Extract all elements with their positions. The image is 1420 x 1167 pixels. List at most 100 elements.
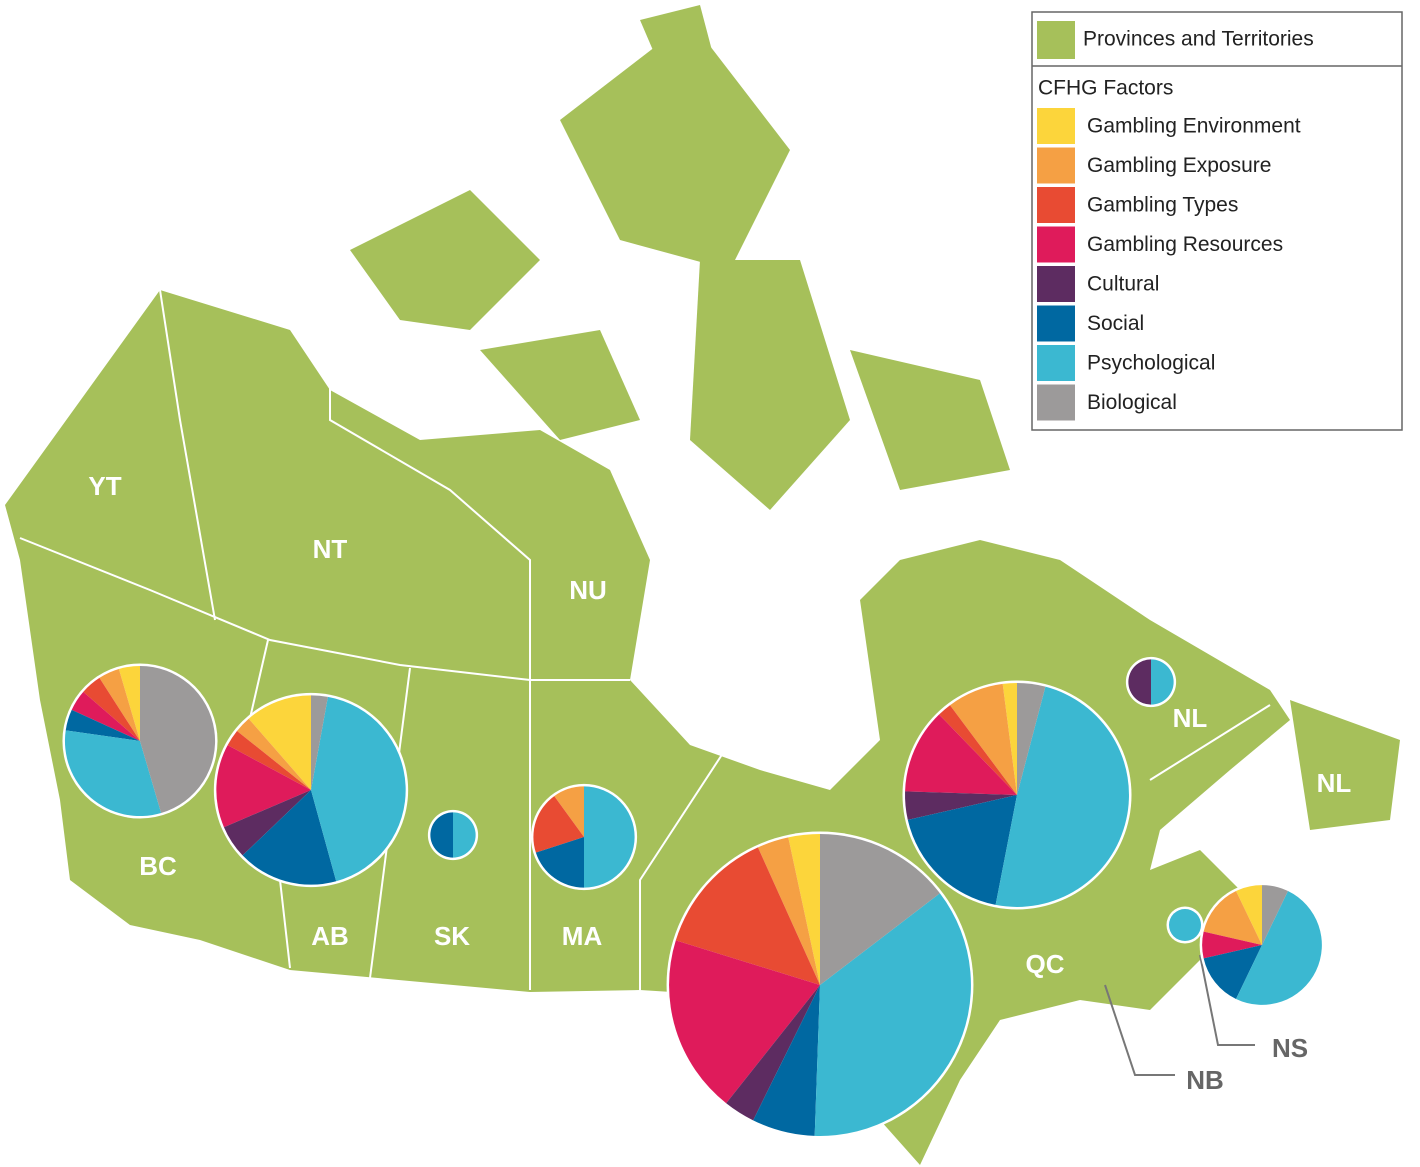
region-label: MA — [562, 921, 603, 951]
pie-slice — [535, 837, 584, 888]
region-label: QC — [1026, 949, 1065, 979]
pie-slice — [1151, 659, 1174, 705]
pie — [666, 831, 974, 1139]
pie-slice — [83, 677, 140, 741]
region-label: AB — [311, 921, 349, 951]
island — [560, 20, 790, 270]
border — [19, 537, 630, 681]
pie-slice — [753, 985, 820, 1136]
pie-slice — [71, 691, 140, 741]
legend-swatch — [1037, 226, 1075, 263]
pie-slice — [1236, 891, 1322, 1005]
legend-swatch — [1037, 187, 1075, 223]
border — [639, 749, 726, 990]
pie-slice — [1202, 931, 1262, 959]
pie-slice — [1203, 945, 1262, 999]
legend-label: Gambling Exposure — [1087, 154, 1271, 177]
pie-slice — [995, 686, 1129, 907]
legend-label: Social — [1087, 312, 1144, 335]
region-label: NT — [313, 534, 348, 564]
pie-slice — [905, 714, 1017, 795]
region-label: ON — [977, 1043, 1016, 1073]
pie-slice — [905, 791, 1017, 820]
pie-slice — [236, 718, 311, 790]
pie-slice — [1203, 891, 1262, 945]
pie-slice — [65, 709, 140, 741]
island — [1290, 700, 1400, 830]
pie-slice — [675, 847, 820, 985]
pie — [427, 809, 479, 861]
pie — [902, 680, 1132, 910]
region-label: YT — [88, 471, 121, 501]
legend-swatch — [1037, 266, 1075, 302]
legend-swatch — [1037, 345, 1075, 381]
pie — [213, 692, 409, 888]
pie-slice — [939, 705, 1017, 795]
legend-label: Provinces and Territories — [1083, 28, 1314, 51]
pie-slice — [1236, 885, 1262, 945]
pie-slice — [1262, 885, 1288, 945]
region-label: NL — [1317, 768, 1352, 798]
island — [850, 350, 1010, 490]
legend-swatch — [1037, 305, 1075, 342]
legend: CFHG Factors Provinces and Territories Ga… — [1031, 11, 1403, 431]
pie — [1199, 882, 1325, 1008]
pie-slice — [726, 985, 820, 1121]
legend-label: Gambling Environment — [1087, 115, 1301, 138]
legend-label: Gambling Resources — [1087, 233, 1283, 256]
pie-slice — [99, 668, 140, 741]
legend-swatch — [1037, 147, 1075, 184]
pie-slice — [118, 665, 140, 741]
legend-swatch — [1037, 21, 1075, 59]
pie-slice — [788, 834, 820, 985]
legend-label: Gambling Types — [1087, 194, 1238, 217]
leader-line — [1199, 954, 1255, 1046]
pie-slice — [950, 683, 1017, 795]
pie-slice — [242, 790, 337, 885]
pie — [530, 783, 638, 891]
region-label: BC — [139, 851, 177, 881]
island — [480, 330, 640, 440]
border — [1149, 704, 1271, 781]
pie-slice — [554, 786, 584, 837]
pie-slice — [907, 795, 1017, 905]
region-label: NU — [569, 575, 607, 605]
pie-slice — [430, 812, 453, 858]
pie — [62, 663, 218, 819]
pie-slice — [140, 665, 216, 814]
island — [350, 190, 540, 330]
pie-slice — [216, 745, 311, 828]
pie-slice — [820, 834, 940, 985]
pie-slice — [223, 790, 311, 856]
pie-slice — [1002, 683, 1017, 795]
pie-slice — [533, 796, 584, 853]
legend-title: CFHG Factors — [1038, 77, 1173, 100]
pie-slice — [669, 940, 820, 1104]
pie-slice — [453, 812, 476, 858]
legend-label: Biological — [1087, 391, 1177, 414]
border — [329, 380, 531, 680]
pie-slice — [1128, 659, 1151, 705]
pie-slice — [814, 893, 971, 1136]
pie-slice — [1017, 683, 1046, 795]
legend-swatch — [1037, 384, 1075, 421]
pie-slice — [757, 837, 820, 985]
pie-slice — [1169, 909, 1201, 941]
pie-slice — [248, 695, 311, 790]
pie-slice — [227, 730, 311, 790]
legend-swatch — [1037, 108, 1075, 144]
pie-slice — [311, 695, 328, 790]
mainland — [5, 290, 1290, 1165]
pie-slice — [584, 786, 635, 888]
region-label: NB — [1186, 1065, 1224, 1095]
island — [690, 260, 850, 510]
legend-label: Psychological — [1087, 352, 1215, 375]
pie — [1125, 656, 1177, 708]
island — [640, 5, 725, 100]
pie-slice — [64, 730, 162, 817]
region-label: NL — [1173, 703, 1208, 733]
pie-slice — [311, 696, 406, 882]
region-label: SK — [434, 921, 470, 951]
legend-label: Cultural — [1087, 273, 1159, 296]
